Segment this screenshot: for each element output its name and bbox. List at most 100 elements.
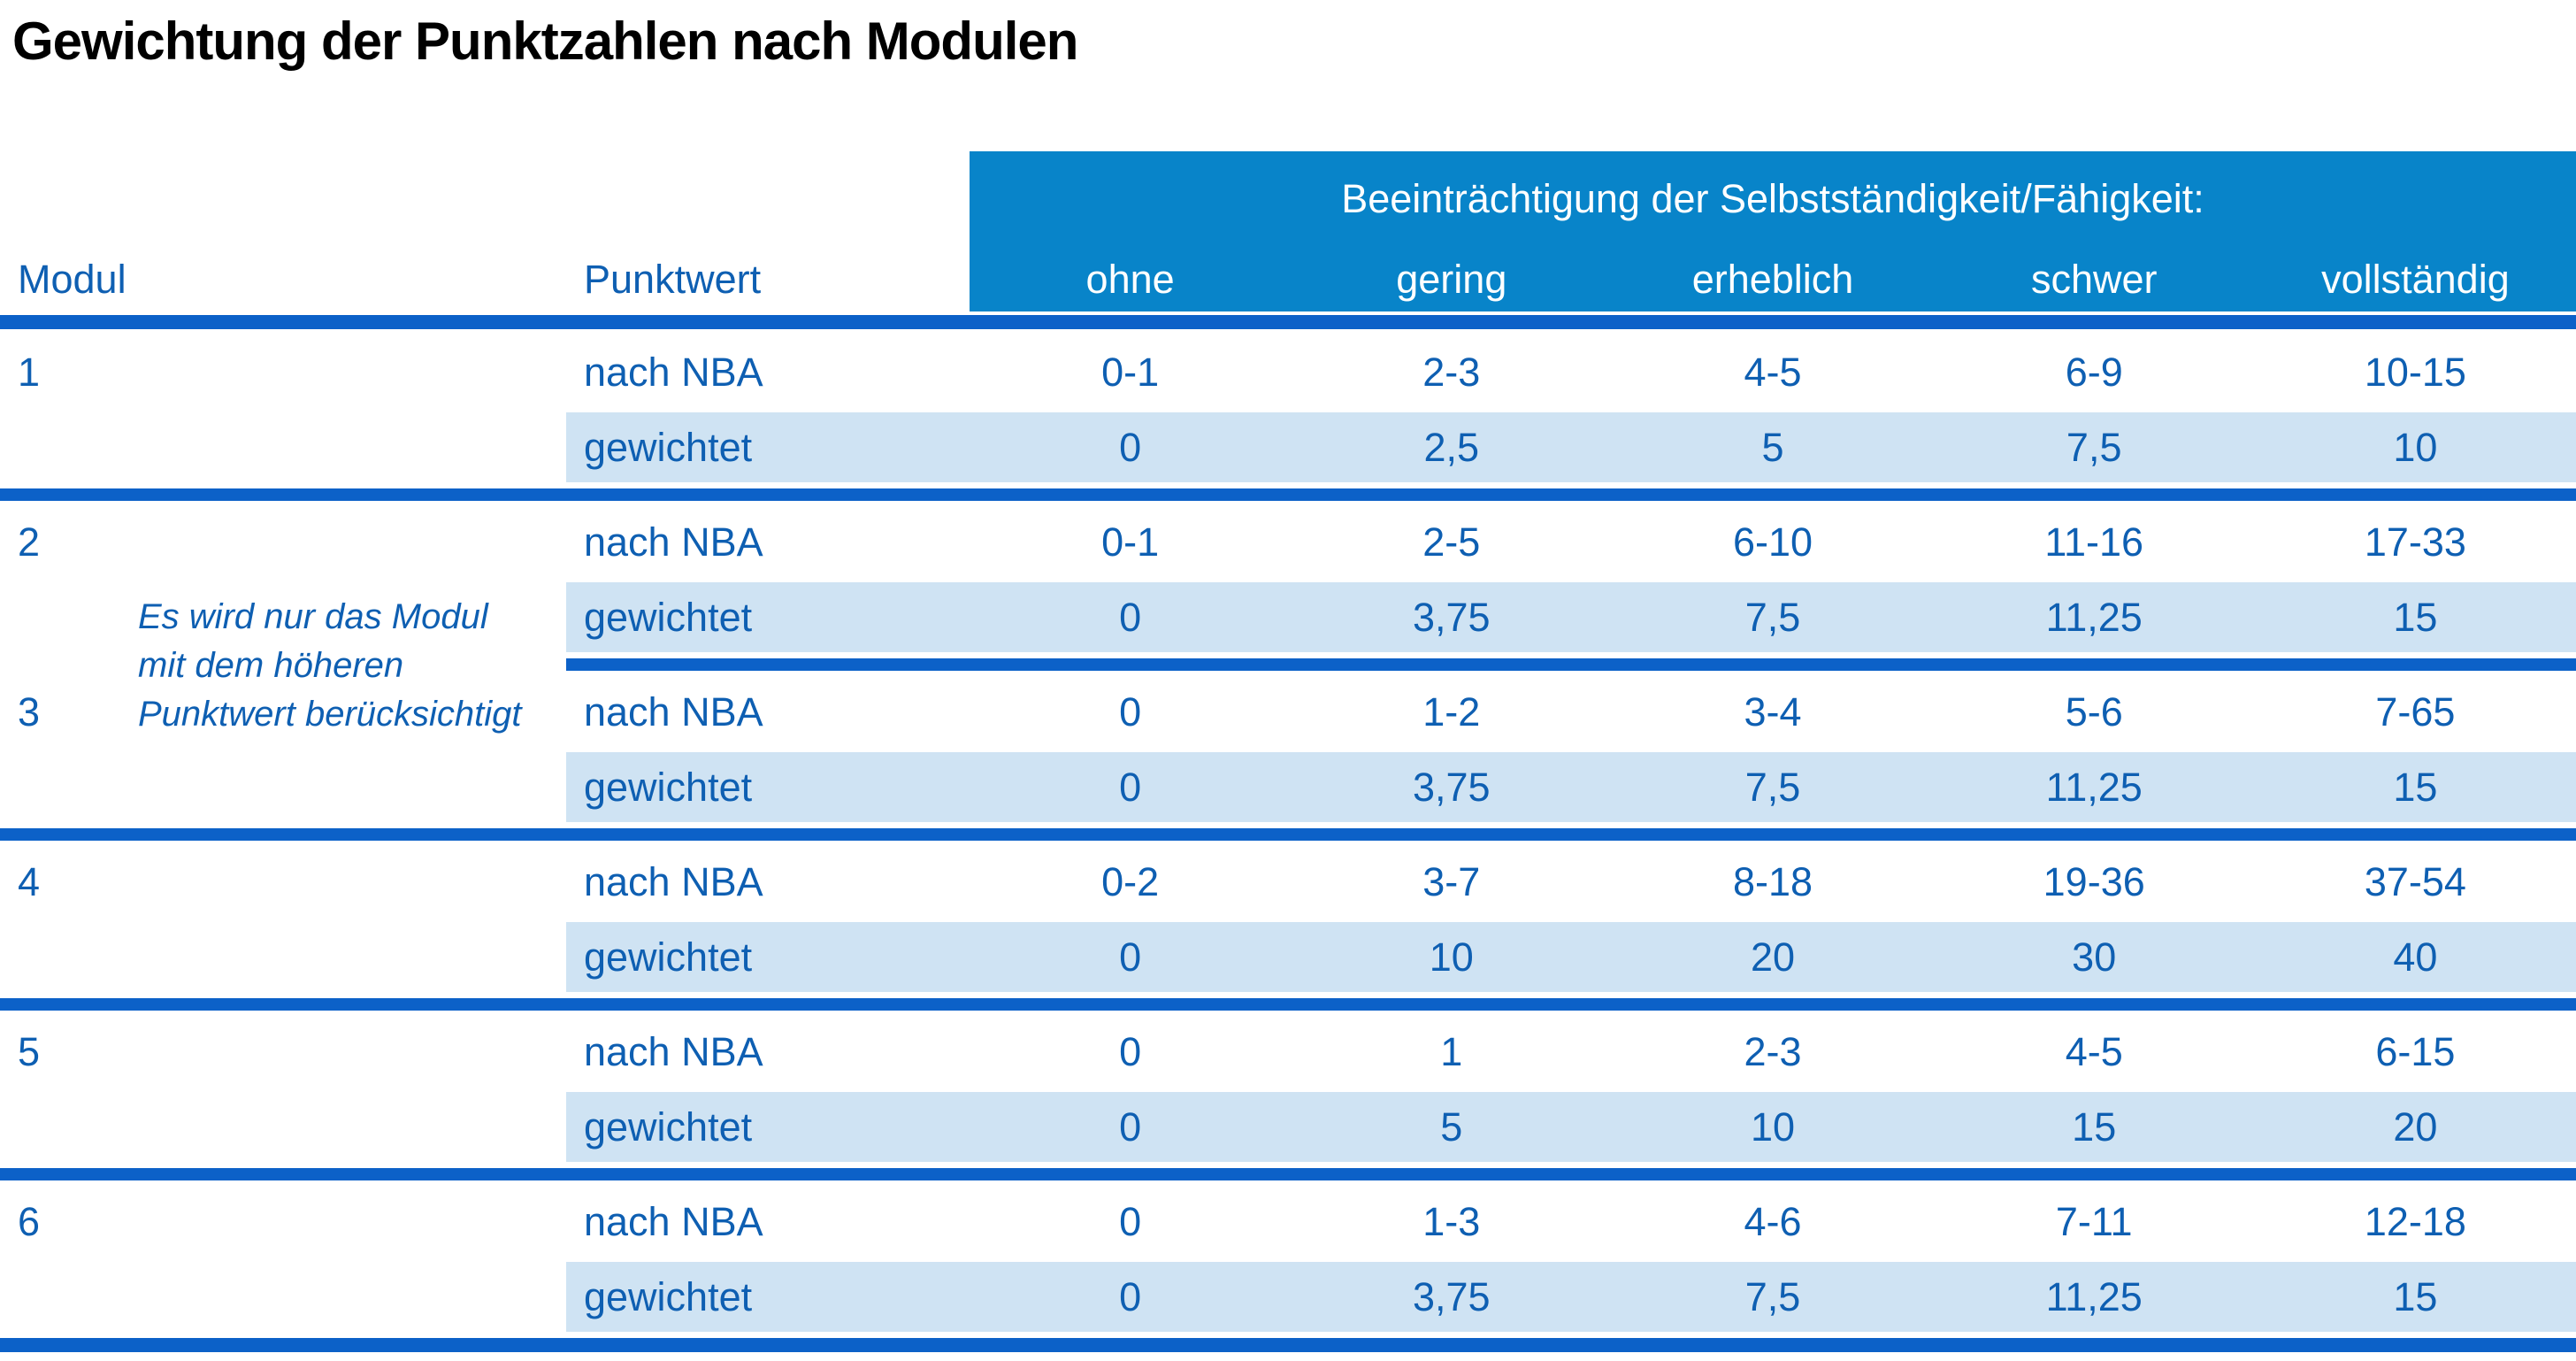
separator-line	[0, 1168, 2576, 1180]
weighted-row-stripe: gewichtet 0 3,75 7,5 11,25 15	[566, 752, 2576, 822]
weighted-value-cell: 7,5	[2066, 424, 2122, 470]
row-label-nba: nach NBA	[584, 1028, 763, 1074]
row-label-nba: nach NBA	[584, 858, 763, 904]
weighted-value-cell: 15	[2393, 1273, 2438, 1319]
empty-cell	[0, 750, 566, 825]
nba-value-cell: 1-2	[1422, 688, 1481, 734]
nba-value-cell: 3-7	[1422, 858, 1481, 904]
weighted-value-cell: 15	[2393, 594, 2438, 640]
empty-cell	[0, 410, 566, 485]
module-number: 1	[18, 349, 41, 395]
module-2-nba-row: 2 nach NBA 0-1 2-5 6-10 11-16 17-33	[0, 504, 2576, 580]
separator-line	[0, 828, 2576, 841]
module-note-line: mit dem höheren	[138, 646, 404, 686]
module-note-line: Punktwert berücksichtigt	[138, 695, 522, 734]
separator-left-spacer	[0, 658, 566, 671]
nba-value-cell: 2-3	[1744, 1028, 1802, 1074]
module-note-line: Es wird nur das Modul	[138, 597, 488, 636]
nba-value-cell: 4-5	[2065, 1028, 2123, 1074]
row-label-weighted: gewichtet	[584, 424, 753, 470]
module-6-weighted-row: gewichtet 0 3,75 7,5 11,25 15	[0, 1259, 2576, 1334]
column-header-gering: gering	[1291, 247, 1613, 311]
weighted-value-cell: 0	[1119, 1273, 1142, 1319]
weighted-value-cell: 15	[2393, 764, 2438, 810]
weighted-value-cell: 11,25	[2045, 594, 2143, 640]
table-bottom-line	[0, 1334, 2576, 1356]
nba-value-cell: 1	[1440, 1028, 1463, 1074]
module-number: 3	[18, 688, 41, 734]
nba-value-cell: 3-4	[1744, 688, 1802, 734]
weighted-value-cell: 2,5	[1423, 424, 1480, 470]
nba-value-cell: 19-36	[2043, 858, 2145, 904]
module-number: 5	[18, 1028, 41, 1074]
nba-value-cell: 6-9	[2065, 349, 2123, 395]
weighted-row-stripe: gewichtet 0 3,75 7,5 11,25 15	[566, 1262, 2576, 1332]
header-white-divider	[0, 311, 2576, 315]
nba-value-cell: 6-15	[2375, 1028, 2456, 1074]
weighted-value-cell: 40	[2393, 934, 2438, 980]
nba-value-cell: 4-6	[1744, 1198, 1802, 1244]
nba-value-cell: 0	[1119, 688, 1142, 734]
weighted-value-cell: 20	[2393, 1103, 2438, 1150]
module-3-nba-row: 3 nach NBA 0 1-2 3-4 5-6 7-65	[0, 674, 2576, 750]
module-5-nba-row: 5 nach NBA 0 1 2-3 4-5 6-15	[0, 1014, 2576, 1089]
header-underline	[0, 315, 2576, 329]
nba-value-cell: 0	[1119, 1198, 1142, 1244]
row-label-nba: nach NBA	[584, 349, 763, 395]
module-4-nba-row: 4 nach NBA 0-2 3-7 8-18 19-36 37-54	[0, 844, 2576, 919]
module-1-block: 1 nach NBA 0-1 2-3 4-5 6-9 10-15 gewicht…	[0, 334, 2576, 485]
weighted-value-cell: 0	[1119, 594, 1142, 640]
module-2-weighted-row: gewichtet 0 3,75 7,5 11,25 15	[0, 580, 2576, 655]
nba-value-cell: 4-5	[1744, 349, 1802, 395]
column-header-modul: Modul	[18, 256, 126, 302]
module-separator	[0, 485, 2576, 504]
module-number: 4	[18, 858, 41, 904]
row-label-weighted: gewichtet	[584, 934, 753, 980]
module-separator	[0, 1165, 2576, 1184]
nba-value-cell: 0-2	[1101, 858, 1160, 904]
weighted-value-cell: 0	[1119, 1103, 1142, 1150]
weighted-value-cell: 0	[1119, 764, 1142, 810]
module-separator-partial	[0, 655, 2576, 674]
weighted-row-stripe: gewichtet 0 5 10 15 20	[566, 1092, 2576, 1162]
row-label-weighted: gewichtet	[584, 764, 753, 810]
column-header-punktwert: Punktwert	[584, 256, 762, 302]
module-6-nba-row: 6 nach NBA 0 1-3 4-6 7-11 12-18	[0, 1184, 2576, 1259]
nba-value-cell: 0-1	[1101, 519, 1160, 565]
module-separator	[0, 825, 2576, 844]
module-6-block: 6 nach NBA 0 1-3 4-6 7-11 12-18 gewichte…	[0, 1184, 2576, 1334]
module-number: 6	[18, 1198, 41, 1244]
nba-value-cell: 5-6	[2065, 688, 2123, 734]
module-5-weighted-row: gewichtet 0 5 10 15 20	[0, 1089, 2576, 1165]
table-header-banner-row: Beeinträchtigung der Selbstständigkeit/F…	[0, 151, 2576, 247]
module-number: 2	[18, 519, 41, 565]
nba-value-cell: 37-54	[2364, 858, 2466, 904]
separator-line	[0, 488, 2576, 501]
weighted-value-cell: 3,75	[1413, 1273, 1491, 1319]
nba-value-cell: 1-3	[1422, 1198, 1481, 1244]
nba-value-cell: 10-15	[2364, 349, 2466, 395]
row-label-weighted: gewichtet	[584, 594, 753, 640]
module-4-weighted-row: gewichtet 0 10 20 30 40	[0, 919, 2576, 995]
nba-value-cell: 8-18	[1732, 858, 1813, 904]
row-label-weighted: gewichtet	[584, 1103, 753, 1150]
weighted-value-cell: 11,25	[2045, 1273, 2143, 1319]
column-header-schwer: schwer	[1933, 247, 2255, 311]
nba-value-cell: 11-16	[2044, 519, 2144, 565]
module-5-block: 5 nach NBA 0 1 2-3 4-5 6-15 gewichtet 0 …	[0, 1014, 2576, 1165]
empty-cell	[0, 1089, 566, 1165]
weighted-row-stripe: gewichtet 0 10 20 30 40	[566, 922, 2576, 992]
weighted-value-cell: 7,5	[1744, 764, 1801, 810]
module-separator	[0, 995, 2576, 1014]
module-note: Es wird nur das Modul mit dem höheren Pu…	[138, 593, 580, 740]
weighted-value-cell: 7,5	[1744, 1273, 1801, 1319]
weighted-value-cell: 0	[1119, 934, 1142, 980]
weighted-value-cell: 20	[1750, 934, 1796, 980]
weighted-value-cell: 30	[2072, 934, 2117, 980]
weighted-value-cell: 5	[1761, 424, 1784, 470]
row-label-nba: nach NBA	[584, 519, 763, 565]
nba-value-cell: 7-65	[2375, 688, 2456, 734]
column-header-vollstaendig: vollständig	[2254, 247, 2576, 311]
weighted-value-cell: 15	[2072, 1103, 2117, 1150]
